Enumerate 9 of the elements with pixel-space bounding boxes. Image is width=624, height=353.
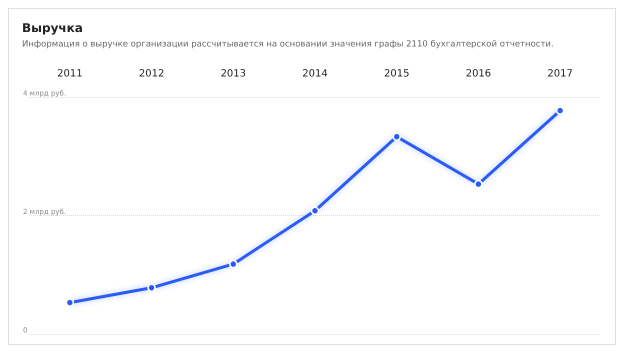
x-tick-label: 2014 <box>302 68 328 80</box>
chart-subtitle: Информация о выручке организации рассчитывается на основании значения графы 2110 бухгалтерской отчетности. <box>22 40 554 50</box>
x-tick-label: 2017 <box>547 68 573 80</box>
x-tick-label: 2016 <box>466 68 492 80</box>
x-tick-label: 2012 <box>138 68 164 80</box>
x-tick-label: 2015 <box>384 68 410 80</box>
x-tick-label: 2013 <box>220 68 246 80</box>
chart-title: Выручка <box>22 21 83 35</box>
x-tick-label: 2011 <box>57 68 83 80</box>
